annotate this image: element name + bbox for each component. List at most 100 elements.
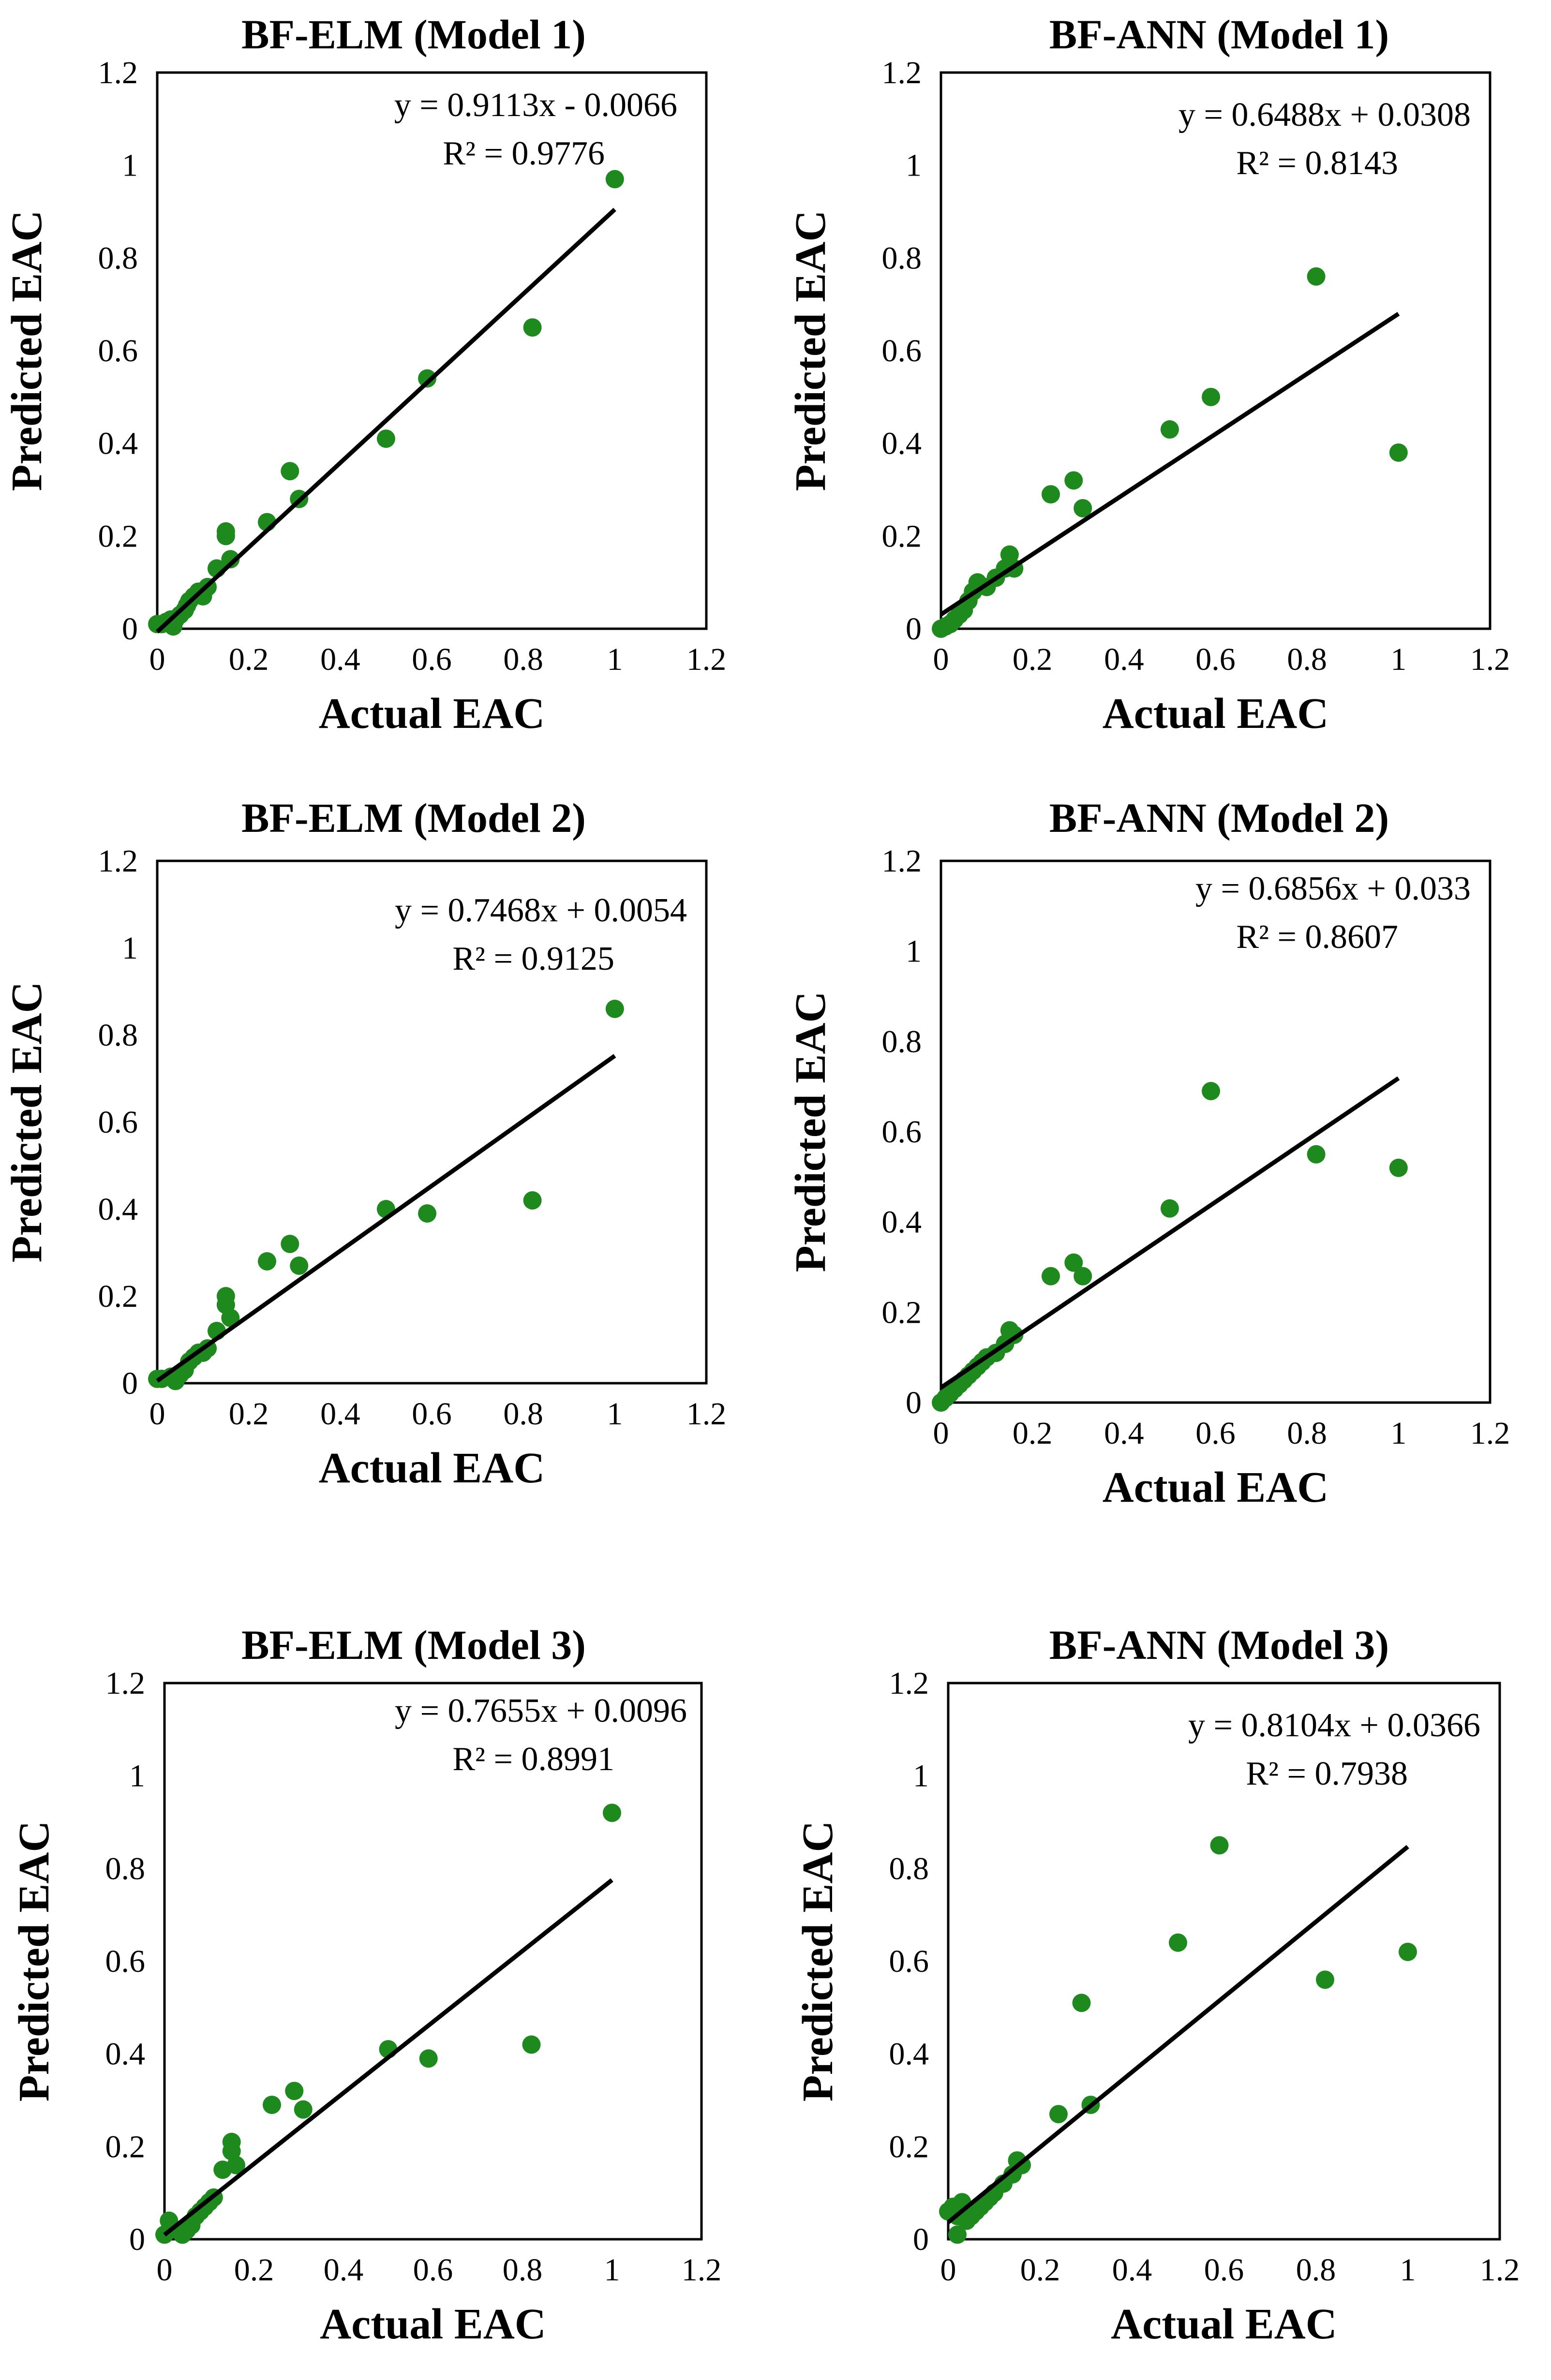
chart-6-x-tick-label: 1 xyxy=(1400,2252,1416,2288)
chart-1-y-tick-label: 0.2 xyxy=(98,518,138,554)
chart-1-y-tick-label: 1 xyxy=(122,148,138,183)
chart-6-data-point xyxy=(1169,1933,1187,1952)
chart-5-x-tick-label: 0.2 xyxy=(234,2252,274,2288)
chart-5-data-point xyxy=(603,1803,621,1822)
chart-6-trendline xyxy=(947,1845,1409,2224)
chart-5-x-tick-label: 0.8 xyxy=(503,2252,543,2288)
chart-2-data-point xyxy=(1074,499,1092,517)
chart-5-trendline-equation: y = 0.7655x + 0.0096 xyxy=(395,1692,687,1730)
chart-2-x-tick-label: 1 xyxy=(1390,642,1406,677)
chart-3-trendline-equation: y = 0.7468x + 0.0054 xyxy=(395,892,687,929)
chart-2-data-point xyxy=(1389,443,1408,462)
chart-3-y-tick-label: 1.2 xyxy=(98,843,138,879)
chart-4-x-tick-label: 0.4 xyxy=(1104,1416,1144,1451)
chart-5-x-axis-label: Actual EAC xyxy=(320,2300,546,2348)
chart-2-x-tick-label: 0.6 xyxy=(1195,642,1236,677)
chart-4-data-point xyxy=(1160,1199,1179,1218)
chart-1-y-tick-label: 1.2 xyxy=(98,55,138,90)
chart-6-r-squared: R² = 0.7938 xyxy=(1246,1755,1408,1792)
chart-1-data-point xyxy=(605,170,624,189)
chart-1-y-tick-label: 0 xyxy=(122,611,138,647)
chart-2-y-tick-label: 0.2 xyxy=(882,518,922,554)
chart-6-x-tick-label: 0.2 xyxy=(1020,2252,1060,2288)
chart-3-data-point xyxy=(605,1000,624,1018)
chart-4-data-point xyxy=(1074,1267,1092,1286)
chart-2-y-tick-label: 0.8 xyxy=(882,240,922,276)
chart-3-x-tick-label: 1.2 xyxy=(686,1396,727,1432)
chart-4-data-point xyxy=(1042,1267,1060,1286)
chart-4-trendline-equation: y = 0.6856x + 0.033 xyxy=(1195,870,1471,907)
chart-1-x-tick-label: 0.8 xyxy=(503,642,543,677)
chart-4-data-point xyxy=(1307,1145,1326,1164)
chart-6-trendline-equation: y = 0.8104x + 0.0366 xyxy=(1188,1707,1480,1744)
chart-5-data-point xyxy=(263,2096,281,2114)
chart-6-y-tick-label: 0.4 xyxy=(889,2037,929,2072)
chart-4-y-tick-label: 1 xyxy=(906,934,922,969)
chart-3-y-tick-label: 1 xyxy=(122,931,138,966)
chart-1-y-axis-label: Predicted EAC xyxy=(3,210,51,491)
chart-5-data-point xyxy=(294,2100,313,2119)
chart-4-y-tick-label: 1.2 xyxy=(882,843,922,879)
chart-2-x-tick-label: 1.2 xyxy=(1470,642,1510,677)
chart-3-data-point xyxy=(258,1252,276,1271)
chart-5-y-tick-label: 0 xyxy=(129,2222,145,2257)
chart-6-y-tick-label: 0 xyxy=(913,2222,929,2257)
chart-3-y-tick-label: 0.6 xyxy=(98,1105,138,1140)
chart-2-plot-frame xyxy=(940,71,1491,630)
chart-3-y-tick-label: 0.8 xyxy=(98,1018,138,1053)
chart-2-y-axis-label: Predicted EAC xyxy=(787,210,835,491)
chart-5-data-point xyxy=(222,2142,241,2160)
chart-2-r-squared: R² = 0.8143 xyxy=(1236,145,1398,182)
chart-4-y-tick-label: 0 xyxy=(906,1385,922,1420)
chart-6-data-point xyxy=(1072,1994,1091,2012)
chart-2-x-tick-label: 0.8 xyxy=(1287,642,1327,677)
chart-3-y-tick-label: 0.2 xyxy=(98,1279,138,1314)
chart-1-x-tick-label: 0.6 xyxy=(412,642,452,677)
chart-1-x-axis-label: Actual EAC xyxy=(319,690,545,738)
chart-1-data-point xyxy=(418,369,437,388)
chart-2-x-tick-label: 0.4 xyxy=(1104,642,1144,677)
chart-1-x-tick-label: 0 xyxy=(149,642,165,677)
chart-6-x-tick-label: 0 xyxy=(940,2252,956,2288)
chart-3-x-tick-label: 0.8 xyxy=(503,1396,543,1432)
chart-3-data-point xyxy=(281,1235,299,1253)
chart-5-data-point xyxy=(285,2082,304,2100)
chart-3-title: BF-ELM (Model 2) xyxy=(241,795,586,841)
chart-4-x-tick-label: 1 xyxy=(1390,1416,1406,1451)
chart-3-x-tick-label: 1 xyxy=(607,1396,623,1432)
chart-6-y-tick-label: 1 xyxy=(913,1759,929,1794)
chart-4-title: BF-ANN (Model 2) xyxy=(1049,795,1389,841)
chart-6-data-point xyxy=(1049,2105,1068,2124)
chart-2-data-point xyxy=(1307,267,1326,286)
chart-2-y-tick-label: 1 xyxy=(906,148,922,183)
chart-6-data-point xyxy=(1399,1942,1417,1961)
chart-1-title: BF-ELM (Model 1) xyxy=(241,11,586,58)
chart-3-x-axis-label: Actual EAC xyxy=(319,1444,545,1492)
chart-5-r-squared: R² = 0.8991 xyxy=(452,1741,614,1778)
chart-5-data-point xyxy=(419,2049,438,2068)
chart-4-y-tick-label: 0.8 xyxy=(882,1024,922,1059)
chart-5-x-tick-label: 0.4 xyxy=(324,2252,364,2288)
chart-2-x-axis-label: Actual EAC xyxy=(1103,690,1329,738)
chart-5-x-tick-label: 1 xyxy=(604,2252,620,2288)
chart-5-y-axis-label: Predicted EAC xyxy=(10,1821,58,2102)
chart-3-x-tick-label: 0.2 xyxy=(229,1396,269,1432)
chart-6-y-tick-label: 0.6 xyxy=(889,1944,929,1979)
chart-5-y-tick-label: 1.2 xyxy=(105,1666,146,1701)
chart-1-trendline xyxy=(155,207,616,634)
chart-3-x-tick-label: 0.6 xyxy=(412,1396,452,1432)
chart-2-trendline-equation: y = 0.6488x + 0.0308 xyxy=(1178,96,1471,133)
chart-1-plot-frame xyxy=(156,71,708,630)
chart-5-x-tick-label: 1.2 xyxy=(682,2252,722,2288)
chart-5-x-tick-label: 0 xyxy=(157,2252,173,2288)
chart-2-trendline xyxy=(940,311,1400,617)
chart-1-x-tick-label: 1.2 xyxy=(686,642,727,677)
chart-6-y-axis-label: Predicted EAC xyxy=(794,1821,842,2102)
chart-5-plot-frame xyxy=(163,1682,703,2241)
chart-1-x-tick-label: 0.2 xyxy=(229,642,269,677)
chart-4-r-squared: R² = 0.8607 xyxy=(1236,918,1398,956)
chart-3-data-point xyxy=(221,1309,240,1327)
chart-4-x-tick-label: 1.2 xyxy=(1470,1416,1510,1451)
chart-2-y-tick-label: 0 xyxy=(906,611,922,647)
chart-2-data-point xyxy=(1160,420,1179,439)
